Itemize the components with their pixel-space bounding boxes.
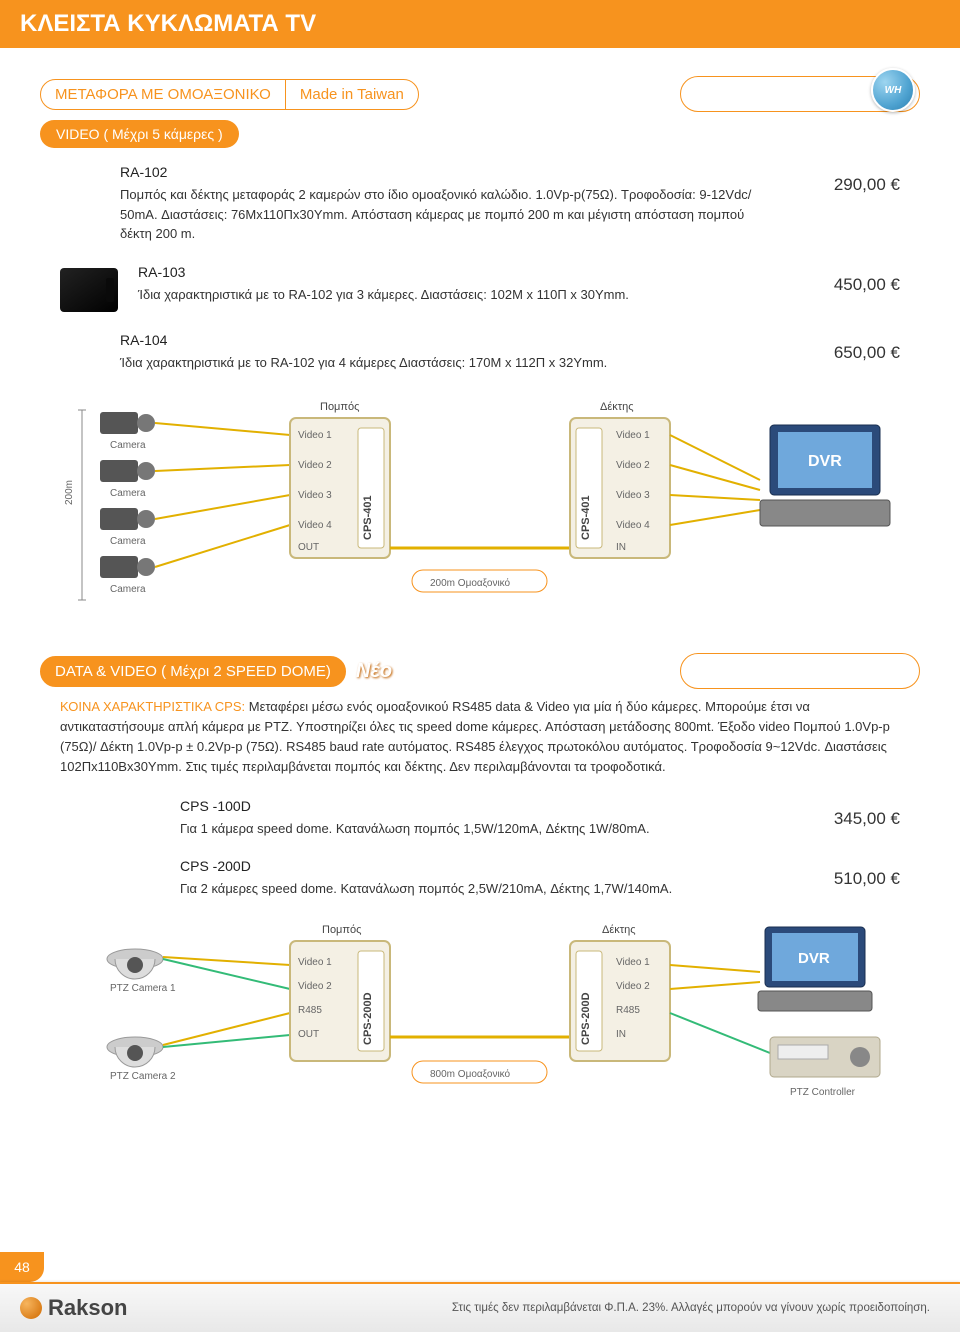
svg-text:Πομπός: Πομπός	[322, 924, 361, 936]
ra104-price: 650,00 €	[780, 330, 900, 366]
ra104-desc: Ίδια χαρακτηριστικά με το RA-102 για 4 κ…	[120, 353, 760, 373]
product-ra102: RA-102 Πομπός και δέκτης μεταφοράς 2 καμ…	[120, 162, 900, 244]
svg-text:Video 1: Video 1	[616, 430, 650, 441]
svg-text:R485: R485	[298, 1005, 322, 1016]
svg-text:CPS-200D: CPS-200D	[580, 992, 592, 1045]
diagram2-svg: PTZ Camera 1 PTZ Camera 2 Πομπός Video 1…	[60, 917, 900, 1107]
svg-text:Camera: Camera	[110, 584, 146, 595]
product-ra103: RA-103 Ίδια χαρακτηριστικά με το RA-102 …	[60, 262, 900, 312]
diagram1-wrap: 200m Camera Camera Camera Camera Πομπός …	[60, 390, 900, 625]
section2-bar: DATA & VIDEO ( Μέχρι 2 SPEED DOME) Νέο	[40, 653, 920, 689]
svg-text:DVR: DVR	[798, 950, 830, 967]
svg-text:Video 1: Video 1	[298, 430, 332, 441]
diagram2-wrap: PTZ Camera 1 PTZ Camera 2 Πομπός Video 1…	[60, 917, 900, 1112]
section1-sub-bar: VIDEO ( Μέχρι 5 κάμερες )	[40, 120, 920, 148]
section1-seg2: Made in Taiwan	[286, 80, 418, 109]
svg-text:Video 1: Video 1	[298, 957, 332, 968]
product-ra104: RA-104 Ίδια χαρακτηριστικά με το RA-102 …	[120, 330, 900, 373]
ra103-desc: Ίδια χαρακτηριστικά με το RA-102 για 3 κ…	[138, 285, 760, 305]
svg-text:CPS-200D: CPS-200D	[362, 992, 374, 1045]
svg-text:Video 3: Video 3	[616, 490, 650, 501]
svg-text:OUT: OUT	[298, 542, 319, 553]
section2-rail	[680, 653, 920, 689]
page-footer: Rakson Στις τιμές δεν περιλαμβάνεται Φ.Π…	[0, 1282, 960, 1332]
product-cps100d: CPS -100D Για 1 κάμερα speed dome. Καταν…	[180, 796, 900, 839]
page-title: ΚΛΕΙΣΤΑ ΚΥΚΛΩΜΑΤΑ TV	[0, 0, 960, 48]
cps200d-price: 510,00 €	[780, 856, 900, 892]
svg-text:200m Ομοαξονικό: 200m Ομοαξονικό	[430, 577, 511, 589]
svg-text:DVR: DVR	[808, 453, 842, 470]
page-number-badge: 48	[0, 1252, 44, 1282]
ra103-price: 450,00 €	[780, 262, 900, 298]
cps200d-desc: Για 2 κάμερες speed dome. Κατανάλωση πομ…	[180, 879, 760, 899]
camera-icon: Camera	[100, 412, 155, 451]
svg-text:Video 1: Video 1	[616, 957, 650, 968]
svg-text:R485: R485	[616, 1005, 640, 1016]
svg-text:PTZ Controller: PTZ Controller	[790, 1087, 856, 1098]
ra104-code: RA-104	[120, 330, 760, 351]
footer-brand: Rakson	[20, 1295, 127, 1321]
section2-pill: DATA & VIDEO ( Μέχρι 2 SPEED DOME)	[40, 656, 346, 687]
section2-seg1: DATA & VIDEO ( Μέχρι 2 SPEED DOME)	[41, 657, 345, 686]
svg-text:Video 2: Video 2	[298, 460, 332, 471]
section1-seg1: ΜΕΤΑΦΟΡΑ ΜΕ ΟΜΟΑΞΟΝΙΚΟ	[41, 80, 286, 109]
svg-text:PTZ Camera 1: PTZ Camera 1	[110, 983, 176, 994]
cps-description: ΚΟΙΝΑ ΧΑΡΑΚΤΗΡΙΣΤΙΚΑ CPS: Μεταφέρει μέσω…	[60, 697, 900, 778]
section1-pill: ΜΕΤΑΦΟΡΑ ΜΕ ΟΜΟΑΞΟΝΙΚΟ Made in Taiwan	[40, 79, 419, 110]
svg-text:Video 4: Video 4	[616, 520, 650, 531]
cps100d-desc: Για 1 κάμερα speed dome. Κατανάλωση πομπ…	[180, 819, 760, 839]
brand-logo-icon: WH	[871, 68, 915, 112]
svg-text:Video 4: Video 4	[298, 520, 332, 531]
footer-brand-text: Rakson	[48, 1295, 127, 1321]
cps100d-price: 345,00 €	[780, 796, 900, 832]
svg-text:Video 2: Video 2	[616, 460, 650, 471]
diagram1-svg: 200m Camera Camera Camera Camera Πομπός …	[60, 390, 900, 620]
ra102-desc: Πομπός και δέκτης μεταφοράς 2 καμερών στ…	[120, 185, 760, 244]
product-cps200d: CPS -200D Για 2 κάμερες speed dome. Κατα…	[180, 856, 900, 899]
ra103-thumb-icon	[60, 268, 118, 312]
svg-text:Video 3: Video 3	[298, 490, 332, 501]
svg-text:Πομπός: Πομπός	[320, 401, 359, 413]
neo-label: Νέο	[356, 660, 392, 683]
svg-text:Camera: Camera	[110, 536, 146, 547]
svg-text:PTZ Camera 2: PTZ Camera 2	[110, 1071, 176, 1082]
svg-text:Camera: Camera	[110, 440, 146, 451]
svg-text:200m: 200m	[64, 480, 75, 505]
svg-text:Camera: Camera	[110, 488, 146, 499]
svg-text:CPS-401: CPS-401	[362, 495, 374, 540]
svg-text:CPS-401: CPS-401	[580, 495, 592, 540]
footer-note: Στις τιμές δεν περιλαμβάνεται Φ.Π.Α. 23%…	[452, 1302, 930, 1314]
svg-text:Video 2: Video 2	[616, 981, 650, 992]
svg-text:Video 2: Video 2	[298, 981, 332, 992]
section1-rail: WH	[680, 76, 920, 112]
ra102-code: RA-102	[120, 162, 760, 183]
section1-bar: ΜΕΤΑΦΟΡΑ ΜΕ ΟΜΟΑΞΟΝΙΚΟ Made in Taiwan WH	[40, 76, 920, 112]
section1-sub-pill: VIDEO ( Μέχρι 5 κάμερες )	[40, 120, 239, 148]
ra103-code: RA-103	[138, 262, 760, 283]
cps200d-code: CPS -200D	[180, 856, 760, 877]
globe-icon	[20, 1297, 42, 1319]
svg-text:IN: IN	[616, 542, 626, 553]
svg-text:Δέκτης: Δέκτης	[602, 924, 636, 936]
svg-text:IN: IN	[616, 1029, 626, 1040]
ptz-camera-icon: PTZ Camera 1	[107, 949, 176, 994]
cps-desc-hl: ΚΟΙΝΑ ΧΑΡΑΚΤΗΡΙΣΤΙΚΑ CPS:	[60, 699, 249, 714]
cps100d-code: CPS -100D	[180, 796, 760, 817]
svg-text:Δέκτης: Δέκτης	[600, 401, 634, 413]
svg-text:800m Ομοαξονικό: 800m Ομοαξονικό	[430, 1068, 511, 1080]
ra102-price: 290,00 €	[780, 162, 900, 198]
svg-text:OUT: OUT	[298, 1029, 319, 1040]
